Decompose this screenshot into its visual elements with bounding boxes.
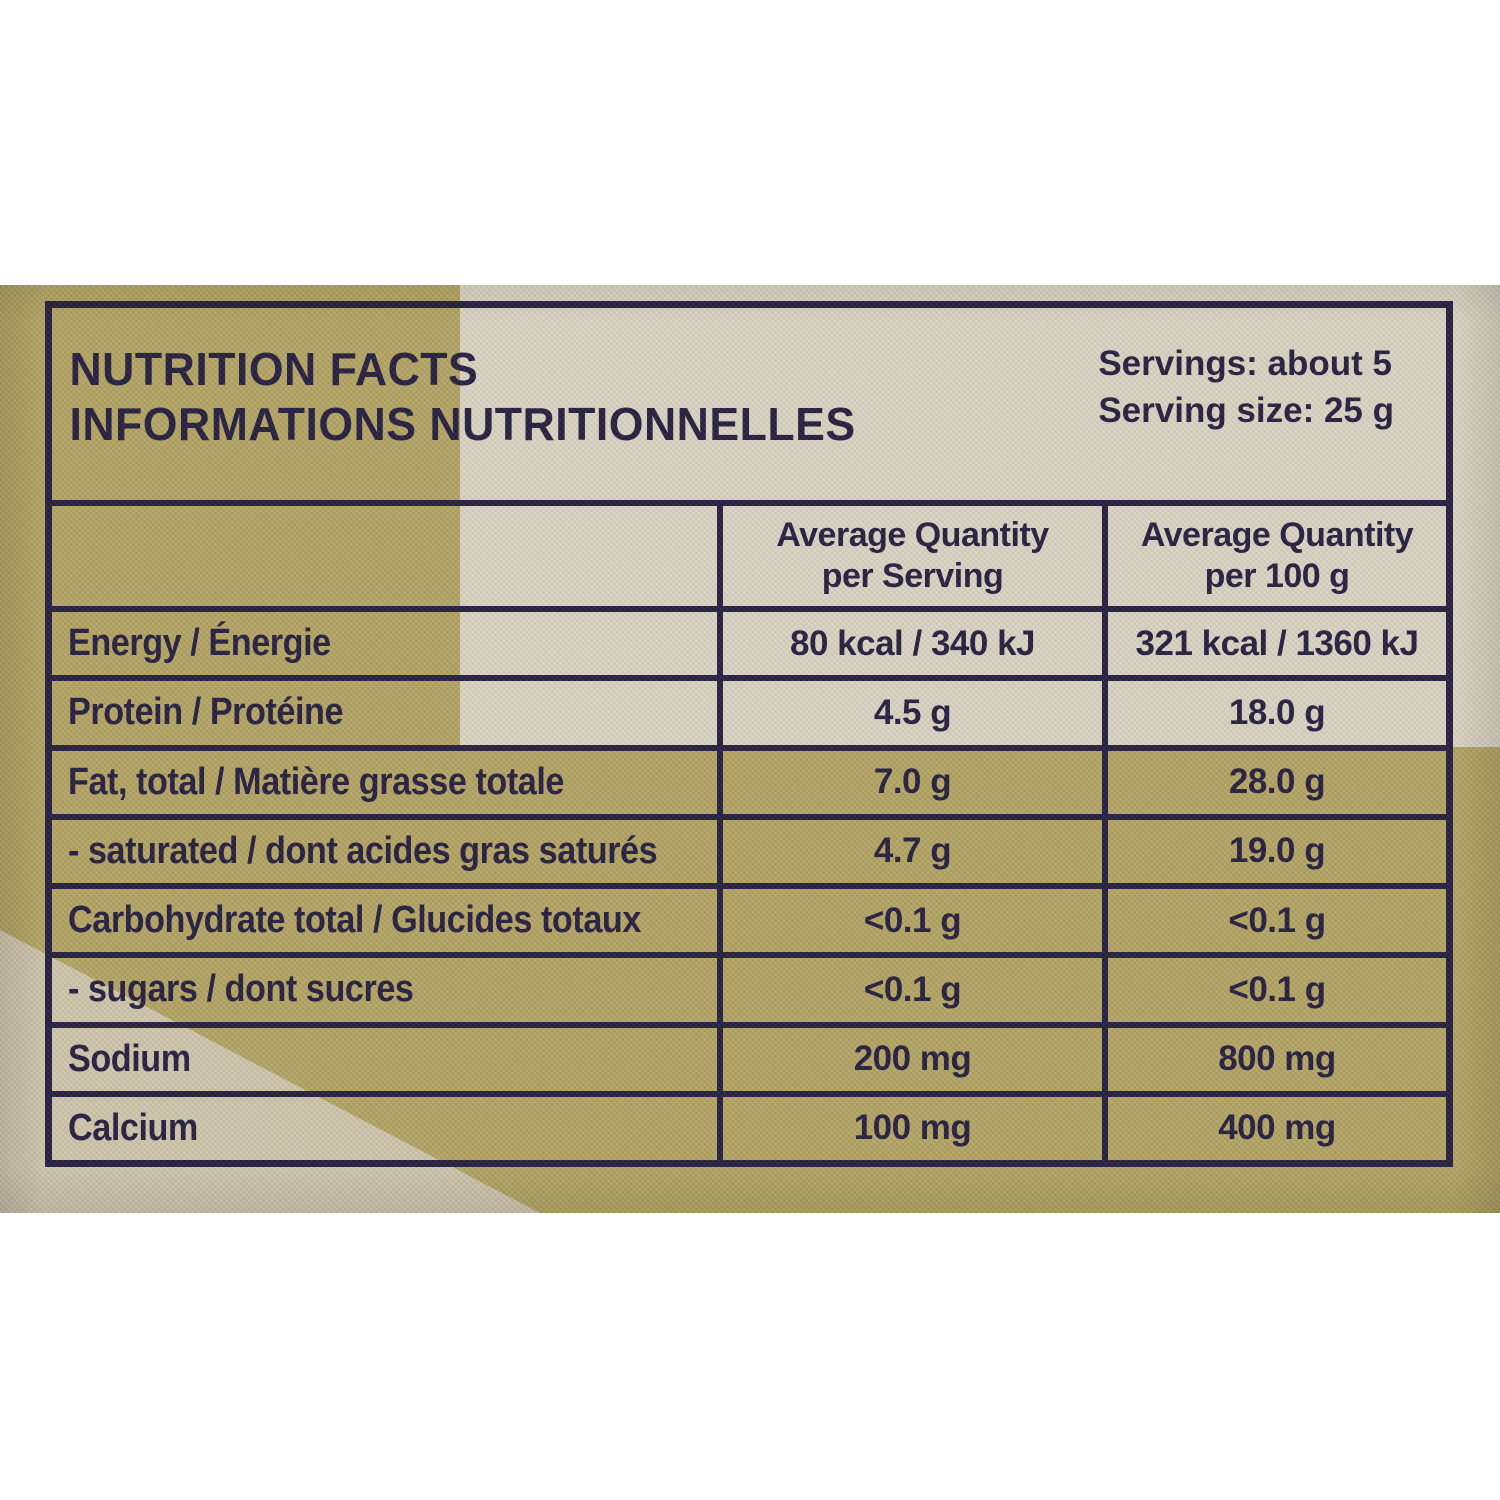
- nutrition-title-line2: INFORMATIONS NUTRITIONNELLES: [69, 398, 856, 451]
- row-value-per-serving: <0.1 g: [863, 900, 962, 940]
- row-per-serving-cell: 4.7 g: [717, 819, 1102, 883]
- row-label: Energy / Énergie: [68, 622, 331, 665]
- row-value-per-serving: 80 kcal / 340 kJ: [790, 623, 1036, 663]
- row-per-serving-cell: 200 mg: [717, 1027, 1102, 1091]
- label-photo: NUTRITION FACTS INFORMATIONS NUTRITIONNE…: [0, 285, 1500, 1213]
- row-label: Protein / Protéine: [68, 691, 344, 734]
- table-row: Fat, total / Matière grasse totale 7.0 g…: [52, 744, 1446, 814]
- row-per-100g-cell: <0.1 g: [1102, 958, 1446, 1022]
- row-label-cell: Protein / Protéine: [52, 681, 717, 744]
- row-value-per-serving: 7.0 g: [873, 762, 952, 802]
- table-row: Calcium 100 mg 400 mg: [52, 1090, 1446, 1160]
- row-value-per-serving: <0.1 g: [863, 969, 962, 1009]
- row-value-per-100g: 28.0 g: [1228, 762, 1326, 802]
- row-per-100g-cell: <0.1 g: [1102, 889, 1446, 953]
- header-per-serving-label: Average Quantity per Serving: [776, 516, 1049, 595]
- row-label: Fat, total / Matière grasse totale: [68, 760, 564, 803]
- row-label: Carbohydrate total / Glucides totaux: [68, 899, 641, 942]
- row-value-per-100g: 18.0 g: [1228, 692, 1326, 732]
- header-per-serving: Average Quantity per Serving: [717, 506, 1102, 606]
- header-per-100g: Average Quantity per 100 g: [1102, 506, 1446, 606]
- row-label-cell: Sodium: [52, 1028, 717, 1091]
- servings-count: Servings: about 5: [1098, 344, 1392, 383]
- row-label-cell: Calcium: [52, 1097, 717, 1160]
- nutrition-rows: Energy / Énergie 80 kcal / 340 kJ 321 kc…: [52, 606, 1446, 1160]
- row-label-cell: Carbohydrate total / Glucides totaux: [52, 889, 717, 952]
- nutrition-title-line1: NUTRITION FACTS: [69, 343, 479, 395]
- row-per-100g-cell: 19.0 g: [1102, 819, 1446, 883]
- row-label: - saturated / dont acides gras saturés: [68, 829, 658, 872]
- nutrition-table: NUTRITION FACTS INFORMATIONS NUTRITIONNE…: [45, 301, 1453, 1167]
- row-label-cell: - sugars / dont sucres: [52, 958, 717, 1021]
- row-value-per-100g: <0.1 g: [1228, 969, 1326, 1009]
- row-per-serving-cell: 80 kcal / 340 kJ: [717, 612, 1102, 676]
- row-value-per-serving: 4.7 g: [873, 831, 952, 871]
- row-per-100g-cell: 400 mg: [1102, 1096, 1446, 1160]
- title-row: NUTRITION FACTS INFORMATIONS NUTRITIONNE…: [52, 308, 1446, 500]
- table-row: - sugars / dont sucres <0.1 g <0.1 g: [52, 952, 1446, 1022]
- row-value-per-100g: <0.1 g: [1228, 900, 1326, 940]
- row-value-per-100g: 800 mg: [1218, 1039, 1336, 1079]
- serving-size: Serving size: 25 g: [1098, 391, 1394, 431]
- row-label-cell: - saturated / dont acides gras saturés: [52, 820, 717, 883]
- row-per-serving-cell: <0.1 g: [717, 958, 1102, 1022]
- row-label: Calcium: [68, 1106, 198, 1149]
- table-row: Sodium 200 mg 800 mg: [52, 1021, 1446, 1091]
- row-per-serving-cell: 4.5 g: [717, 681, 1102, 745]
- row-per-serving-cell: 100 mg: [717, 1096, 1102, 1160]
- row-label-cell: Energy / Énergie: [52, 612, 717, 675]
- table-row: Carbohydrate total / Glucides totaux <0.…: [52, 883, 1446, 953]
- row-value-per-serving: 200 mg: [853, 1039, 972, 1079]
- row-per-serving-cell: 7.0 g: [717, 750, 1102, 814]
- row-per-100g-cell: 321 kcal / 1360 kJ: [1102, 612, 1446, 676]
- row-per-100g-cell: 28.0 g: [1102, 750, 1446, 814]
- row-label-cell: Fat, total / Matière grasse totale: [52, 751, 717, 814]
- row-label: - sugars / dont sucres: [68, 968, 414, 1011]
- header-per-100g-label: Average Quantity per 100 g: [1140, 516, 1414, 595]
- table-row: - saturated / dont acides gras saturés 4…: [52, 813, 1446, 883]
- servings-info: Servings: about 5 Serving size: 25 g: [1098, 308, 1446, 500]
- nutrition-title: NUTRITION FACTS INFORMATIONS NUTRITIONNE…: [52, 308, 856, 500]
- header-cell-empty: [52, 506, 717, 606]
- row-per-serving-cell: <0.1 g: [717, 889, 1102, 953]
- table-row: Energy / Énergie 80 kcal / 340 kJ 321 kc…: [52, 606, 1446, 676]
- row-value-per-serving: 100 mg: [853, 1108, 972, 1148]
- label-cream-area: [460, 285, 1500, 747]
- table-row: Protein / Protéine 4.5 g 18.0 g: [52, 675, 1446, 745]
- header-row: Average Quantity per Serving Average Qua…: [52, 500, 1446, 606]
- row-per-100g-cell: 18.0 g: [1102, 681, 1446, 745]
- row-value-per-100g: 321 kcal / 1360 kJ: [1135, 623, 1419, 663]
- row-per-100g-cell: 800 mg: [1102, 1027, 1446, 1091]
- row-value-per-100g: 400 mg: [1218, 1108, 1336, 1148]
- row-value-per-100g: 19.0 g: [1228, 831, 1326, 871]
- row-label: Sodium: [68, 1037, 191, 1080]
- row-value-per-serving: 4.5 g: [873, 692, 952, 732]
